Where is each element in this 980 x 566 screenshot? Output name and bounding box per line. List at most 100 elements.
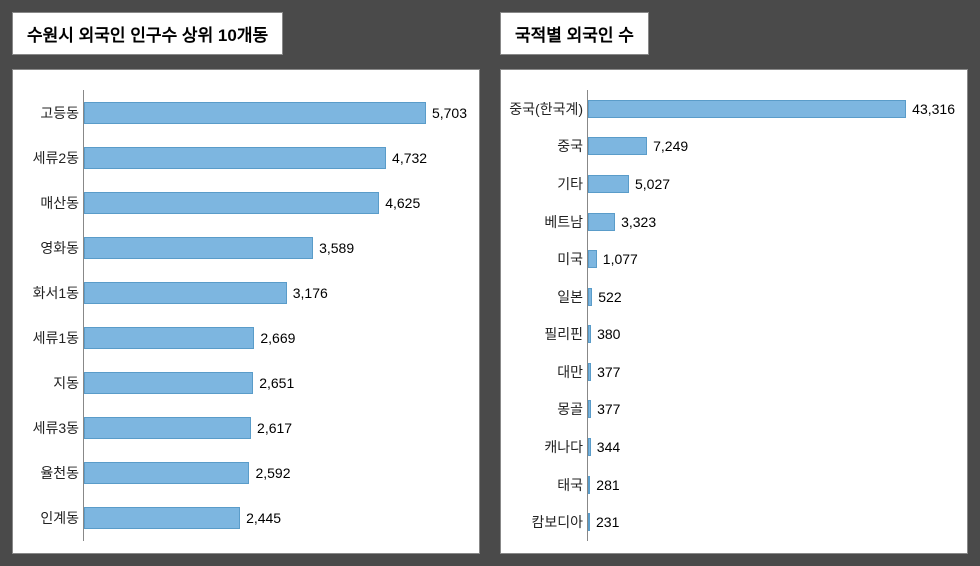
left-y-labels: 고등동세류2동매산동영화동화서1동세류1동지동세류3동율천동인계동	[17, 90, 83, 541]
right-bar-value: 5,027	[635, 176, 670, 192]
right-bar-row: 231	[588, 511, 955, 533]
left-bar-row: 2,617	[84, 415, 467, 441]
left-category-label: 영화동	[17, 238, 79, 258]
right-bar	[588, 476, 590, 494]
right-category-label: 중국	[505, 136, 583, 156]
left-panel: 수원시 외국인 인구수 상위 10개동 고등동세류2동매산동영화동화서1동세류1…	[12, 12, 480, 554]
right-bar	[588, 137, 647, 155]
right-bar	[588, 400, 591, 418]
right-bar	[588, 213, 615, 231]
left-bar	[84, 237, 313, 259]
left-bar-value: 3,176	[293, 285, 328, 301]
right-category-label: 캄보디아	[505, 512, 583, 532]
right-category-label: 베트남	[505, 212, 583, 232]
right-bar-row: 380	[588, 323, 955, 345]
left-bar	[84, 327, 254, 349]
right-chart-title: 국적별 외국인 수	[500, 12, 649, 55]
left-bar-value: 2,445	[246, 510, 281, 526]
left-bar-value: 5,703	[432, 105, 467, 121]
right-bar-value: 281	[596, 477, 619, 493]
right-category-label: 필리핀	[505, 324, 583, 344]
right-bar-row: 344	[588, 436, 955, 458]
right-category-label: 대만	[505, 362, 583, 382]
right-bar-row: 377	[588, 361, 955, 383]
left-chart-box: 고등동세류2동매산동영화동화서1동세류1동지동세류3동율천동인계동 5,703 4…	[12, 69, 480, 554]
left-bar	[84, 462, 249, 484]
left-bar-row: 3,589	[84, 235, 467, 261]
right-plot-area: 43,316 7,249 5,027 3,323 1,077 522 380 377 377 34…	[587, 90, 955, 541]
right-bar	[588, 513, 590, 531]
right-bar-row: 1,077	[588, 248, 955, 270]
right-bar-value: 3,323	[621, 214, 656, 230]
left-bar	[84, 282, 287, 304]
left-bars: 5,703 4,732 4,625 3,589 3,176 2,669 2,651 2,617…	[84, 90, 467, 541]
left-bar-row: 3,176	[84, 280, 467, 306]
left-category-label: 세류3동	[17, 418, 79, 438]
right-bar-value: 1,077	[603, 251, 638, 267]
right-bar-value: 380	[597, 326, 620, 342]
left-bar-value: 4,732	[392, 150, 427, 166]
right-bar	[588, 175, 629, 193]
right-bar-row: 7,249	[588, 135, 955, 157]
left-category-label: 율천동	[17, 463, 79, 483]
left-bar-value: 2,617	[257, 420, 292, 436]
left-chart-title: 수원시 외국인 인구수 상위 10개동	[12, 12, 283, 55]
left-bar-row: 4,625	[84, 190, 467, 216]
left-category-label: 세류1동	[17, 328, 79, 348]
right-chart-box: 중국(한국계) 중국기타베트남미국일본필리핀대만몽골캐나다태국캄보디아 43,31…	[500, 69, 968, 554]
right-bars: 43,316 7,249 5,027 3,323 1,077 522 380 377 377 34…	[588, 90, 955, 541]
left-bar-row: 2,445	[84, 505, 467, 531]
left-bar	[84, 192, 379, 214]
left-category-label: 매산동	[17, 193, 79, 213]
right-panel: 국적별 외국인 수 중국(한국계) 중국기타베트남미국일본필리핀대만몽골캐나다태국…	[500, 12, 968, 554]
left-category-label: 세류2동	[17, 148, 79, 168]
left-bar-value: 3,589	[319, 240, 354, 256]
left-bar-value: 2,592	[255, 465, 290, 481]
left-bar	[84, 372, 253, 394]
right-bar-value: 7,249	[653, 138, 688, 154]
left-bar-row: 2,651	[84, 370, 467, 396]
right-bar-row: 5,027	[588, 173, 955, 195]
left-category-label: 화서1동	[17, 283, 79, 303]
right-bar-value: 377	[597, 401, 620, 417]
right-bar-row: 3,323	[588, 211, 955, 233]
right-y-labels: 중국(한국계) 중국기타베트남미국일본필리핀대만몽골캐나다태국캄보디아	[505, 90, 587, 541]
right-bar-row: 377	[588, 398, 955, 420]
right-category-label: 기타	[505, 174, 583, 194]
right-category-label: 몽골	[505, 399, 583, 419]
left-bar	[84, 507, 240, 529]
left-bar-row: 2,592	[84, 460, 467, 486]
left-bar-value: 4,625	[385, 195, 420, 211]
left-bar	[84, 102, 426, 124]
right-bar-value: 522	[598, 289, 621, 305]
right-bar-row: 43,316	[588, 98, 955, 120]
left-category-label: 지동	[17, 373, 79, 393]
right-category-label: 캐나다	[505, 437, 583, 457]
right-bar-row: 281	[588, 474, 955, 496]
right-bar	[588, 288, 592, 306]
right-bar-value: 344	[597, 439, 620, 455]
right-bar-value: 377	[597, 364, 620, 380]
right-bar	[588, 250, 597, 268]
right-category-label: 중국(한국계)	[505, 99, 583, 119]
left-bar-value: 2,669	[260, 330, 295, 346]
left-bar-row: 4,732	[84, 145, 467, 171]
left-bar	[84, 147, 386, 169]
right-bar	[588, 363, 591, 381]
left-bar-value: 2,651	[259, 375, 294, 391]
right-category-label: 일본	[505, 287, 583, 307]
right-category-label: 미국	[505, 249, 583, 269]
left-bar-row: 2,669	[84, 325, 467, 351]
right-bar	[588, 438, 591, 456]
right-bar	[588, 325, 591, 343]
left-bar-row: 5,703	[84, 100, 467, 126]
right-category-label: 태국	[505, 475, 583, 495]
left-plot-area: 5,703 4,732 4,625 3,589 3,176 2,669 2,651 2,617…	[83, 90, 467, 541]
left-bar	[84, 417, 251, 439]
right-bar-value: 231	[596, 514, 619, 530]
left-category-label: 고등동	[17, 103, 79, 123]
right-bar-value: 43,316	[912, 101, 955, 117]
left-category-label: 인계동	[17, 508, 79, 528]
right-bar	[588, 100, 906, 118]
right-bar-row: 522	[588, 286, 955, 308]
